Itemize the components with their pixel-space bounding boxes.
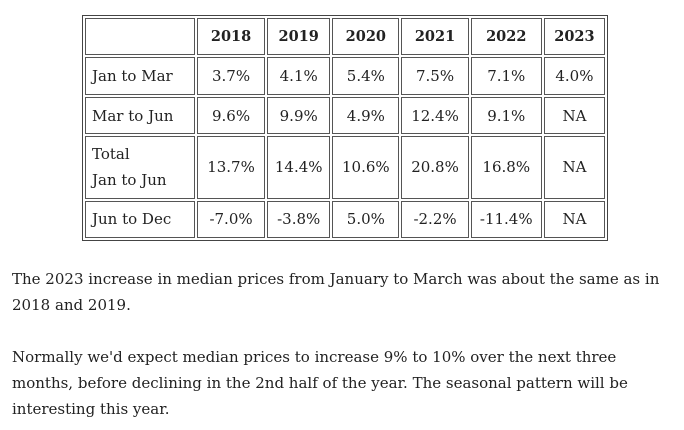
- year-header: 2018: [196, 18, 266, 56]
- table-cell: 12.4%: [401, 96, 469, 135]
- table-cell: NA: [543, 200, 605, 238]
- table-cell: 4.1%: [267, 57, 331, 95]
- table-cell: 20.8%: [401, 136, 469, 199]
- table-cell: 5.4%: [332, 57, 400, 95]
- table-row: Total Jan to Jun 13.7% 14.4% 10.6% 20.8% …: [85, 136, 605, 199]
- row-label-line: Total: [92, 145, 130, 164]
- table-cell: NA: [543, 136, 605, 199]
- table-cell: 14.4%: [267, 136, 331, 199]
- year-header: 2021: [401, 18, 469, 56]
- table-cell: 13.7%: [196, 136, 266, 199]
- table-cell: -7.0%: [196, 200, 266, 238]
- table-cell: 9.6%: [196, 96, 266, 135]
- table-cell: 9.1%: [470, 96, 542, 135]
- table-row: Jan to Mar 3.7% 4.1% 5.4% 7.5% 7.1% 4.0%: [85, 57, 605, 95]
- table-cell: 9.9%: [267, 96, 331, 135]
- year-header: 2023: [543, 18, 605, 56]
- price-change-table: 2018 2019 2020 2021 2022 2023 Jan to Mar…: [82, 15, 608, 241]
- row-label: Mar to Jun: [85, 96, 195, 135]
- row-label: Jun to Dec: [85, 200, 195, 238]
- row-label-line: Jun to Dec: [92, 210, 172, 229]
- year-header: 2019: [267, 18, 331, 56]
- row-label-line: Jan to Mar: [92, 67, 173, 86]
- year-header: 2020: [332, 18, 400, 56]
- table-cell: 4.0%: [543, 57, 605, 95]
- table-cell: 10.6%: [332, 136, 400, 199]
- table-cell: 7.1%: [470, 57, 542, 95]
- table-cell: 16.8%: [470, 136, 542, 199]
- data-table: 2018 2019 2020 2021 2022 2023 Jan to Mar…: [83, 16, 607, 240]
- table-cell: -2.2%: [401, 200, 469, 238]
- table-cell: -11.4%: [470, 200, 542, 238]
- year-header: 2022: [470, 18, 542, 56]
- row-label: Total Jan to Jun: [85, 136, 195, 199]
- row-label-line: Mar to Jun: [92, 106, 174, 125]
- table-row: Mar to Jun 9.6% 9.9% 4.9% 12.4% 9.1% NA: [85, 96, 605, 135]
- table-cell: 5.0%: [332, 200, 400, 238]
- table-cell: -3.8%: [267, 200, 331, 238]
- table-row: Jun to Dec -7.0% -3.8% 5.0% -2.2% -11.4%…: [85, 200, 605, 238]
- table-cell: 3.7%: [196, 57, 266, 95]
- table-cell: NA: [543, 96, 605, 135]
- paragraph-outlook: Normally we'd expect median prices to in…: [12, 348, 628, 418]
- corner-cell: [85, 18, 195, 56]
- header-row: 2018 2019 2020 2021 2022 2023: [85, 18, 605, 56]
- paragraph-summary: The 2023 increase in median prices from …: [12, 270, 660, 314]
- table-cell: 4.9%: [332, 96, 400, 135]
- row-label: Jan to Mar: [85, 57, 195, 95]
- table-cell: 7.5%: [401, 57, 469, 95]
- row-label-line: Jan to Jun: [92, 171, 167, 190]
